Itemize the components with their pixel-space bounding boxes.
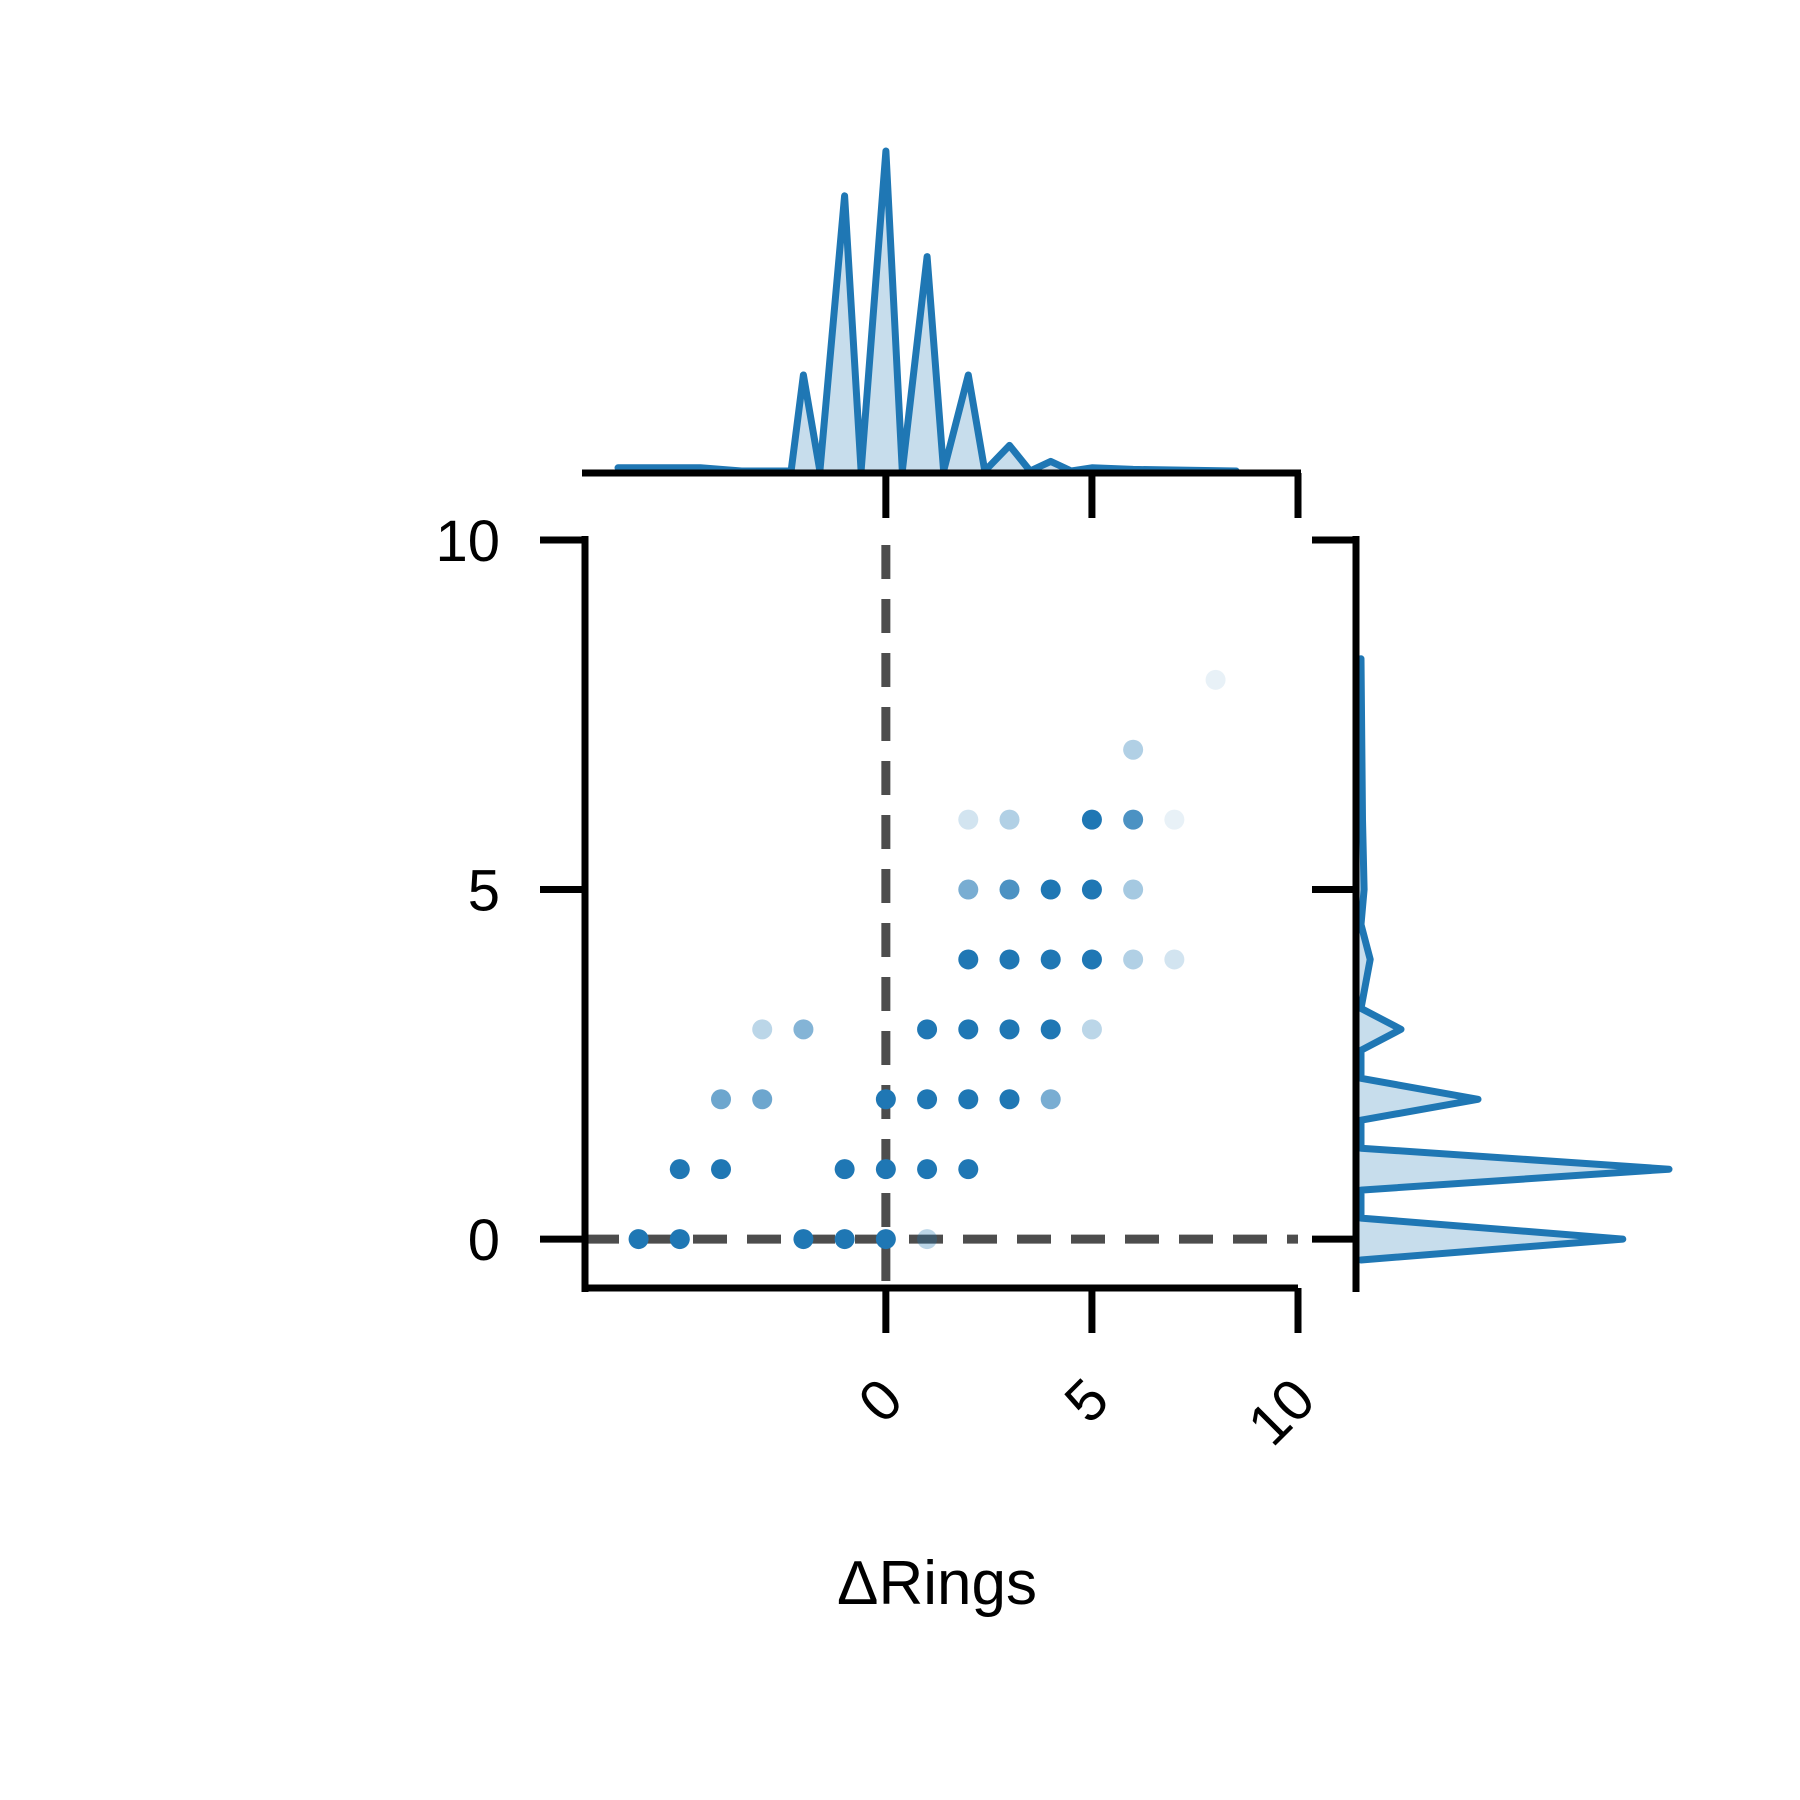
scatter-points (628, 669, 1226, 1250)
y-marginal-curve (1357, 655, 1673, 1264)
scatter-point (793, 1019, 814, 1040)
scatter-point (875, 1159, 896, 1180)
scatter-point (1081, 879, 1102, 900)
y-axis: 0 5 10 (435, 509, 585, 1273)
scatter-point (958, 809, 979, 830)
scatter-point (1081, 809, 1102, 830)
scatter-point (875, 1089, 896, 1110)
scatter-point (1081, 949, 1102, 970)
main-axes (581, 536, 1298, 1292)
scatter-point (999, 949, 1020, 970)
scatter-point (875, 1229, 896, 1250)
scatter-point (669, 1229, 690, 1250)
scatter-point (1164, 809, 1185, 830)
scatter-point (999, 879, 1020, 900)
scatter-point (793, 1229, 814, 1250)
scatter-point (958, 879, 979, 900)
scatter-point (1123, 739, 1144, 760)
x-tick-label: 10 (1236, 1366, 1328, 1458)
x-marginal-fill (618, 151, 1237, 473)
x-marginal-axis (582, 469, 1302, 518)
scatter-point (1123, 879, 1144, 900)
scatter-point (628, 1229, 649, 1250)
scatter-point (1040, 1089, 1061, 1110)
scatter-point (958, 1019, 979, 1040)
scatter-point (711, 1159, 732, 1180)
scatter-point (958, 949, 979, 970)
scatter-point (1040, 879, 1061, 900)
scatter-point (1081, 1019, 1102, 1040)
scatter-point (999, 1089, 1020, 1110)
scatter-point (917, 1019, 938, 1040)
scatter-point (752, 1019, 773, 1040)
x-tick-label: 5 (1052, 1366, 1121, 1435)
scatter-point (1040, 949, 1061, 970)
y-marginal-density (1356, 655, 1673, 1264)
scatter-point (917, 1159, 938, 1180)
scatter-point (834, 1229, 855, 1250)
x-tick-label: 0 (846, 1366, 915, 1435)
scatter-point (669, 1159, 690, 1180)
x-axis-title: ΔRings (837, 1549, 1037, 1618)
scatter-point (999, 1019, 1020, 1040)
reference-lines (585, 545, 1298, 1288)
scatter-point (917, 1229, 938, 1250)
scatter-point (711, 1089, 732, 1110)
scatter-point (999, 809, 1020, 830)
y-tick-label: 0 (468, 1208, 500, 1273)
scatter-point (1205, 669, 1226, 690)
scatter-point (958, 1159, 979, 1180)
scatter-point (958, 1089, 979, 1110)
y-tick-label: 10 (435, 509, 500, 574)
scatter-point (1123, 809, 1144, 830)
y-marginal-axis (1312, 536, 1360, 1292)
scatter-point (1164, 949, 1185, 970)
x-marginal-density (614, 147, 1240, 475)
scatter-point (1040, 1019, 1061, 1040)
scatter-point (1123, 949, 1144, 970)
y-tick-label: 5 (468, 859, 500, 924)
scatter-point (834, 1159, 855, 1180)
x-axis: 0 5 10 (846, 1288, 1327, 1458)
scatter-point (917, 1089, 938, 1110)
scatter-point (752, 1089, 773, 1110)
